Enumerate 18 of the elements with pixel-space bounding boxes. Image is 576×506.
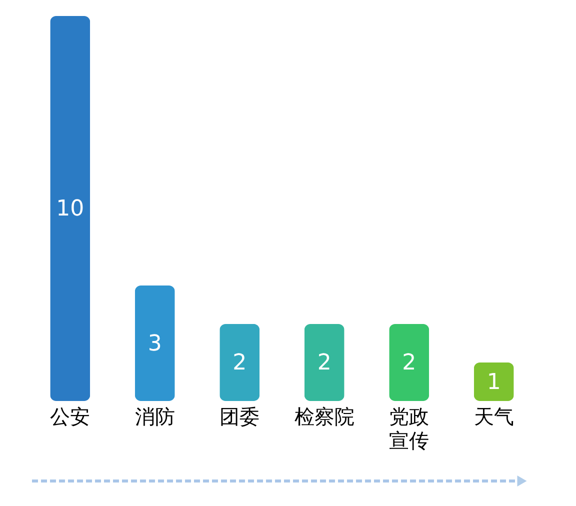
bar	[389, 324, 430, 401]
bar	[474, 362, 514, 401]
x-tick-label: 检察院	[294, 404, 354, 428]
data-label: 2	[232, 350, 247, 376]
bar	[134, 286, 175, 401]
bar	[304, 324, 344, 401]
bar	[220, 324, 260, 401]
data-label: 1	[486, 370, 501, 395]
data-label: 2	[402, 350, 416, 376]
x-tick-label: 党政宣传	[389, 404, 430, 452]
data-label: 2	[317, 350, 332, 376]
x-tick-label: 消防	[134, 404, 175, 428]
bar	[50, 16, 90, 401]
x-tick-label: 公安	[50, 404, 90, 428]
data-label: 10	[56, 196, 84, 222]
x-tick-label: 团委	[220, 404, 260, 428]
data-label: 3	[148, 331, 162, 356]
x-tick-label: 天气	[474, 404, 514, 428]
